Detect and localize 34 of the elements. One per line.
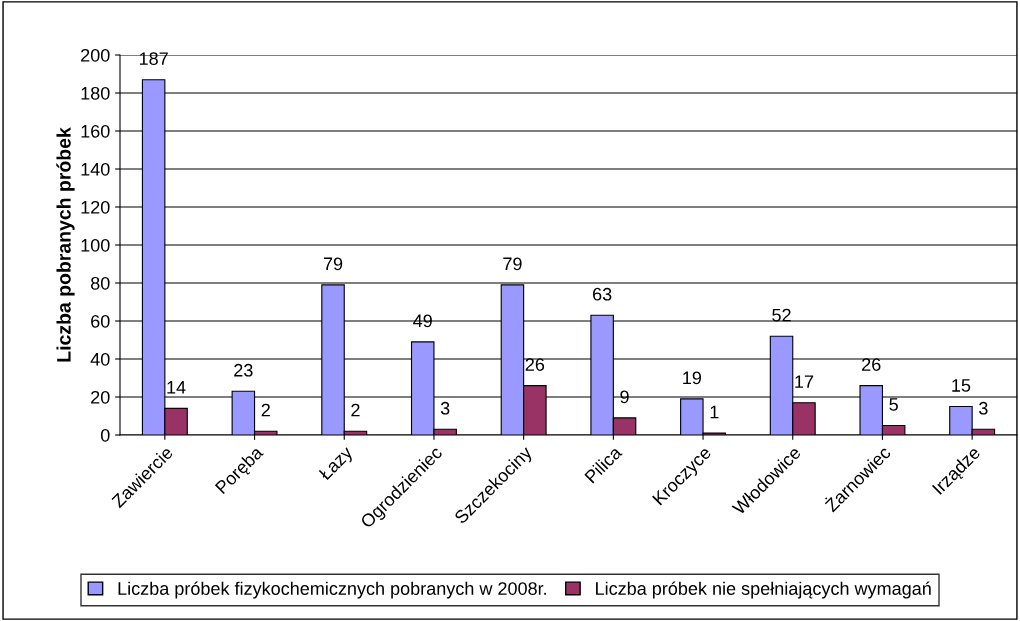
data-label: 49 — [413, 314, 432, 328]
data-label: 15 — [952, 379, 971, 392]
data-label: 19 — [683, 371, 702, 385]
y-tick-label: 100 — [81, 238, 110, 252]
data-label: 5 — [889, 398, 898, 411]
legend-label: Liczba próbek nie spełniających wymagań — [596, 581, 931, 599]
y-axis-title: Liczba pobranych próbek — [56, 127, 75, 362]
data-label: 26 — [525, 358, 545, 371]
data-label: 79 — [323, 257, 343, 271]
data-label: 187 — [139, 52, 168, 66]
y-tick-label: 40 — [90, 352, 110, 366]
data-label: 9 — [620, 390, 629, 404]
data-label: 52 — [772, 308, 791, 322]
y-tick-label: 180 — [81, 86, 110, 100]
data-label: 1 — [710, 405, 719, 419]
data-label: 3 — [979, 401, 988, 415]
data-label: 63 — [593, 287, 612, 301]
y-tick-label: 80 — [90, 276, 110, 290]
data-label: 23 — [234, 363, 253, 377]
y-tick-label: 140 — [81, 162, 110, 176]
data-label: 17 — [795, 375, 814, 388]
y-tick-label: 200 — [81, 48, 110, 62]
data-label: 26 — [862, 358, 881, 371]
data-label: 79 — [503, 257, 522, 271]
data-label: 2 — [261, 403, 270, 417]
y-tick-label: 0 — [100, 428, 110, 442]
data-label: 2 — [351, 403, 360, 417]
data-label: 3 — [440, 401, 450, 415]
y-tick-label: 120 — [81, 200, 110, 214]
legend-label: Liczba próbek fizykochemicznych pobranych w 2008r. — [118, 581, 547, 599]
y-tick-label: 20 — [91, 390, 110, 404]
y-tick-label: 160 — [81, 124, 110, 138]
data-label: 14 — [167, 381, 186, 394]
y-tick-label: 60 — [91, 314, 110, 328]
